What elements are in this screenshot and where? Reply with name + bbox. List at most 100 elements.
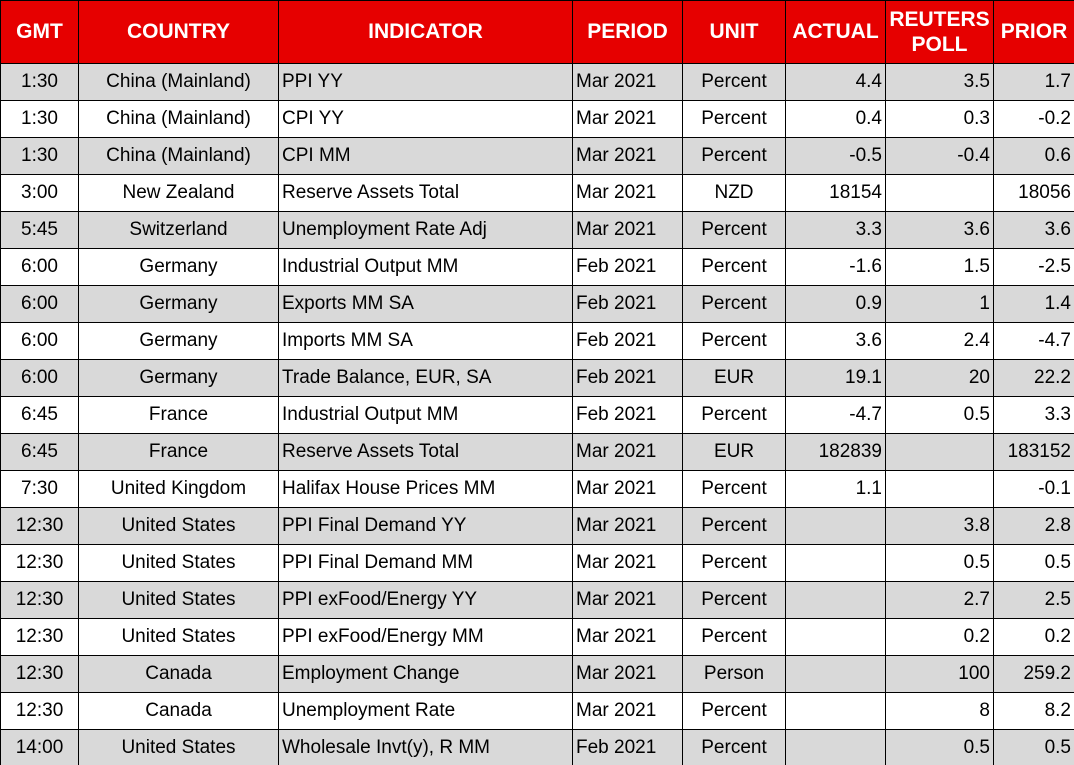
country-cell: France — [78, 396, 279, 434]
unit-cell: Percent — [682, 63, 786, 101]
actual-cell — [785, 692, 886, 730]
unit-cell: Percent — [682, 396, 786, 434]
country-cell: United Kingdom — [78, 470, 279, 508]
period-cell: Feb 2021 — [572, 248, 683, 286]
period-cell: Feb 2021 — [572, 285, 683, 323]
table-row: 7:30 United Kingdom Halifax House Prices M… — [0, 470, 1074, 508]
gmt-cell: 6:00 — [0, 322, 79, 360]
period-cell: Mar 2021 — [572, 618, 683, 656]
gmt-cell: 6:00 — [0, 285, 79, 323]
actual-cell: 3.6 — [785, 322, 886, 360]
reuters-poll-cell: -0.4 — [885, 137, 994, 175]
actual-cell: 1.1 — [785, 470, 886, 508]
indicator-cell: Unemployment Rate — [278, 692, 573, 730]
indicator-cell: Industrial Output MM — [278, 396, 573, 434]
indicator-cell: CPI YY — [278, 100, 573, 138]
indicator-cell: Unemployment Rate Adj — [278, 211, 573, 249]
reuters-poll-cell — [885, 174, 994, 212]
period-cell: Mar 2021 — [572, 692, 683, 730]
gmt-cell: 12:30 — [0, 692, 79, 730]
prior-cell: 0.6 — [993, 137, 1074, 175]
reuters-poll-cell: 1.5 — [885, 248, 994, 286]
indicator-cell: Trade Balance, EUR, SA — [278, 359, 573, 397]
period-cell: Mar 2021 — [572, 470, 683, 508]
prior-cell: 22.2 — [993, 359, 1074, 397]
reuters-poll-cell: 0.5 — [885, 396, 994, 434]
table-row: 6:00 Germany Industrial Output MM Feb 2021 P… — [0, 248, 1074, 286]
country-cell: China (Mainland) — [78, 63, 279, 101]
indicator-cell: Industrial Output MM — [278, 248, 573, 286]
reuters-poll-cell: 2.7 — [885, 581, 994, 619]
period-cell: Mar 2021 — [572, 655, 683, 693]
period-cell: Feb 2021 — [572, 396, 683, 434]
period-cell: Mar 2021 — [572, 581, 683, 619]
prior-cell: 0.5 — [993, 544, 1074, 582]
country-cell: China (Mainland) — [78, 137, 279, 175]
table-row: 12:30 Canada Employment Change Mar 2021 Pers… — [0, 655, 1074, 693]
country-cell: France — [78, 433, 279, 471]
actual-cell: 0.9 — [785, 285, 886, 323]
country-cell: United States — [78, 507, 279, 545]
indicator-cell: Halifax House Prices MM — [278, 470, 573, 508]
country-cell: Canada — [78, 692, 279, 730]
indicator-cell: Wholesale Invt(y), R MM — [278, 729, 573, 765]
table-row: 12:30 United States PPI Final Demand MM Mar… — [0, 544, 1074, 582]
actual-cell: 4.4 — [785, 63, 886, 101]
actual-cell — [785, 729, 886, 765]
indicator-cell: Reserve Assets Total — [278, 174, 573, 212]
unit-cell: Percent — [682, 470, 786, 508]
period-cell: Mar 2021 — [572, 137, 683, 175]
unit-cell: Percent — [682, 581, 786, 619]
prior-cell: 0.5 — [993, 729, 1074, 765]
indicator-cell: Exports MM SA — [278, 285, 573, 323]
unit-cell: Percent — [682, 248, 786, 286]
actual-cell — [785, 581, 886, 619]
period-cell: Feb 2021 — [572, 729, 683, 765]
prior-cell: 1.7 — [993, 63, 1074, 101]
prior-cell: 259.2 — [993, 655, 1074, 693]
reuters-poll-cell: 1 — [885, 285, 994, 323]
reuters-poll-cell: 0.2 — [885, 618, 994, 656]
reuters-poll-cell — [885, 470, 994, 508]
table-row: 6:45 France Reserve Assets Total Mar 2021 EU… — [0, 433, 1074, 471]
unit-cell: Percent — [682, 211, 786, 249]
unit-cell: Percent — [682, 729, 786, 765]
actual-cell — [785, 544, 886, 582]
country-cell: United States — [78, 618, 279, 656]
country-cell: China (Mainland) — [78, 100, 279, 138]
country-cell: Canada — [78, 655, 279, 693]
prior-cell: 3.6 — [993, 211, 1074, 249]
reuters-poll-cell: 2.4 — [885, 322, 994, 360]
prior-cell: 8.2 — [993, 692, 1074, 730]
country-cell: Germany — [78, 285, 279, 323]
period-cell: Feb 2021 — [572, 322, 683, 360]
prior-cell: 2.8 — [993, 507, 1074, 545]
table-row: 12:30 United States PPI exFood/Energy MM Ma… — [0, 618, 1074, 656]
indicator-cell: Employment Change — [278, 655, 573, 693]
reuters-poll-cell: 0.3 — [885, 100, 994, 138]
actual-cell — [785, 618, 886, 656]
header-prior: PRIOR — [993, 0, 1074, 64]
indicator-cell: PPI exFood/Energy YY — [278, 581, 573, 619]
gmt-cell: 14:00 — [0, 729, 79, 765]
prior-cell: -0.1 — [993, 470, 1074, 508]
reuters-poll-cell: 3.5 — [885, 63, 994, 101]
gmt-cell: 1:30 — [0, 137, 79, 175]
actual-cell: 19.1 — [785, 359, 886, 397]
gmt-cell: 5:45 — [0, 211, 79, 249]
reuters-poll-cell: 3.6 — [885, 211, 994, 249]
table-row: 6:00 Germany Trade Balance, EUR, SA Feb 202… — [0, 359, 1074, 397]
unit-cell: Percent — [682, 618, 786, 656]
period-cell: Mar 2021 — [572, 211, 683, 249]
table-body: 1:30 China (Mainland) PPI YY Mar 2021 Percen… — [0, 63, 1074, 765]
prior-cell: 0.2 — [993, 618, 1074, 656]
unit-cell: Percent — [682, 507, 786, 545]
gmt-cell: 12:30 — [0, 655, 79, 693]
gmt-cell: 1:30 — [0, 100, 79, 138]
actual-cell — [785, 507, 886, 545]
indicator-cell: Imports MM SA — [278, 322, 573, 360]
unit-cell: Percent — [682, 137, 786, 175]
period-cell: Mar 2021 — [572, 63, 683, 101]
